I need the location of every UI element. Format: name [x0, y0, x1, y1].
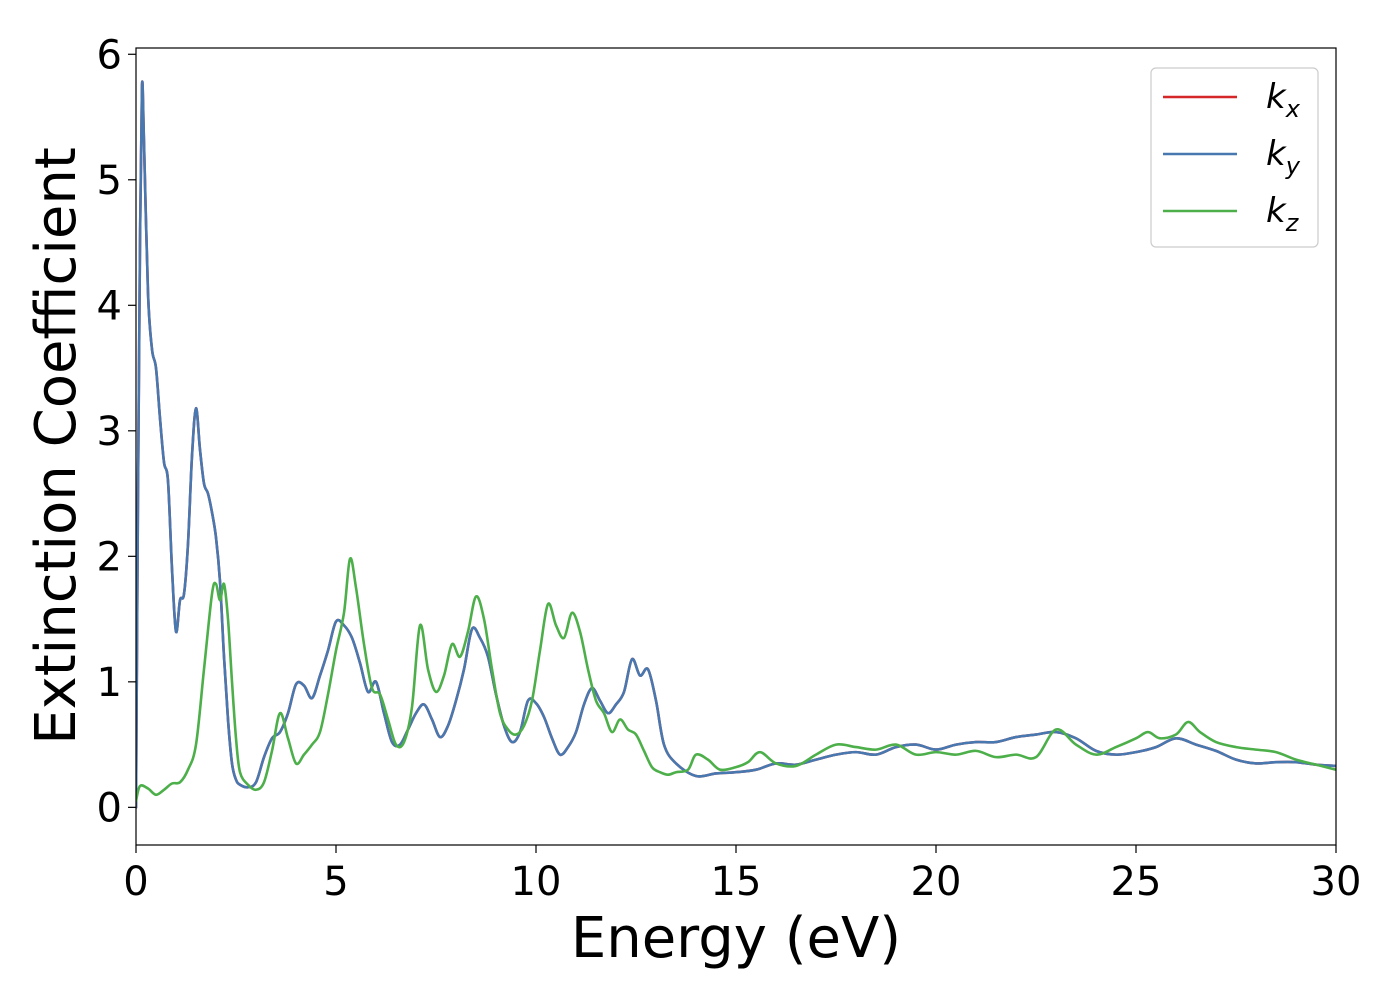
legend-label-subscript: y — [1285, 152, 1301, 180]
x-tick-label: 5 — [323, 859, 348, 905]
x-axis: 0 5 10 15 20 25 30 — [123, 845, 1361, 905]
legend-label-ky: ky — [1266, 134, 1301, 180]
y-axis-title: Extinction Coefficient — [24, 147, 89, 745]
y-tick-label: 1 — [97, 660, 122, 706]
legend-label-base: k — [1266, 134, 1287, 174]
y-tick-label: 5 — [97, 158, 122, 204]
y-axis: 0 1 2 3 4 5 6 — [97, 32, 136, 831]
x-tick-label: 20 — [911, 859, 962, 905]
legend-label-kx: kx — [1266, 77, 1301, 123]
legend-label-subscript: x — [1285, 95, 1301, 123]
series-line-kz — [136, 556, 1336, 803]
x-axis-title: Energy (eV) — [571, 906, 901, 971]
series-layer — [136, 80, 1336, 809]
y-tick-label: 4 — [97, 283, 122, 329]
x-tick-label: 30 — [1311, 859, 1362, 905]
series-line-ky — [136, 80, 1336, 809]
y-tick-label: 0 — [97, 785, 122, 831]
y-tick-label: 3 — [97, 409, 122, 455]
legend-box — [1150, 67, 1319, 248]
y-tick-label: 2 — [97, 534, 122, 580]
x-tick-label: 25 — [1111, 859, 1162, 905]
x-tick-label: 0 — [123, 859, 148, 905]
x-tick-label: 10 — [511, 859, 562, 905]
x-tick-label: 15 — [711, 859, 762, 905]
legend-label-base: k — [1266, 77, 1287, 117]
legend-label-subscript: z — [1285, 209, 1300, 237]
legend-label-kz: kz — [1266, 191, 1300, 237]
legend-label-base: k — [1266, 191, 1287, 231]
y-tick-label: 6 — [97, 32, 122, 78]
